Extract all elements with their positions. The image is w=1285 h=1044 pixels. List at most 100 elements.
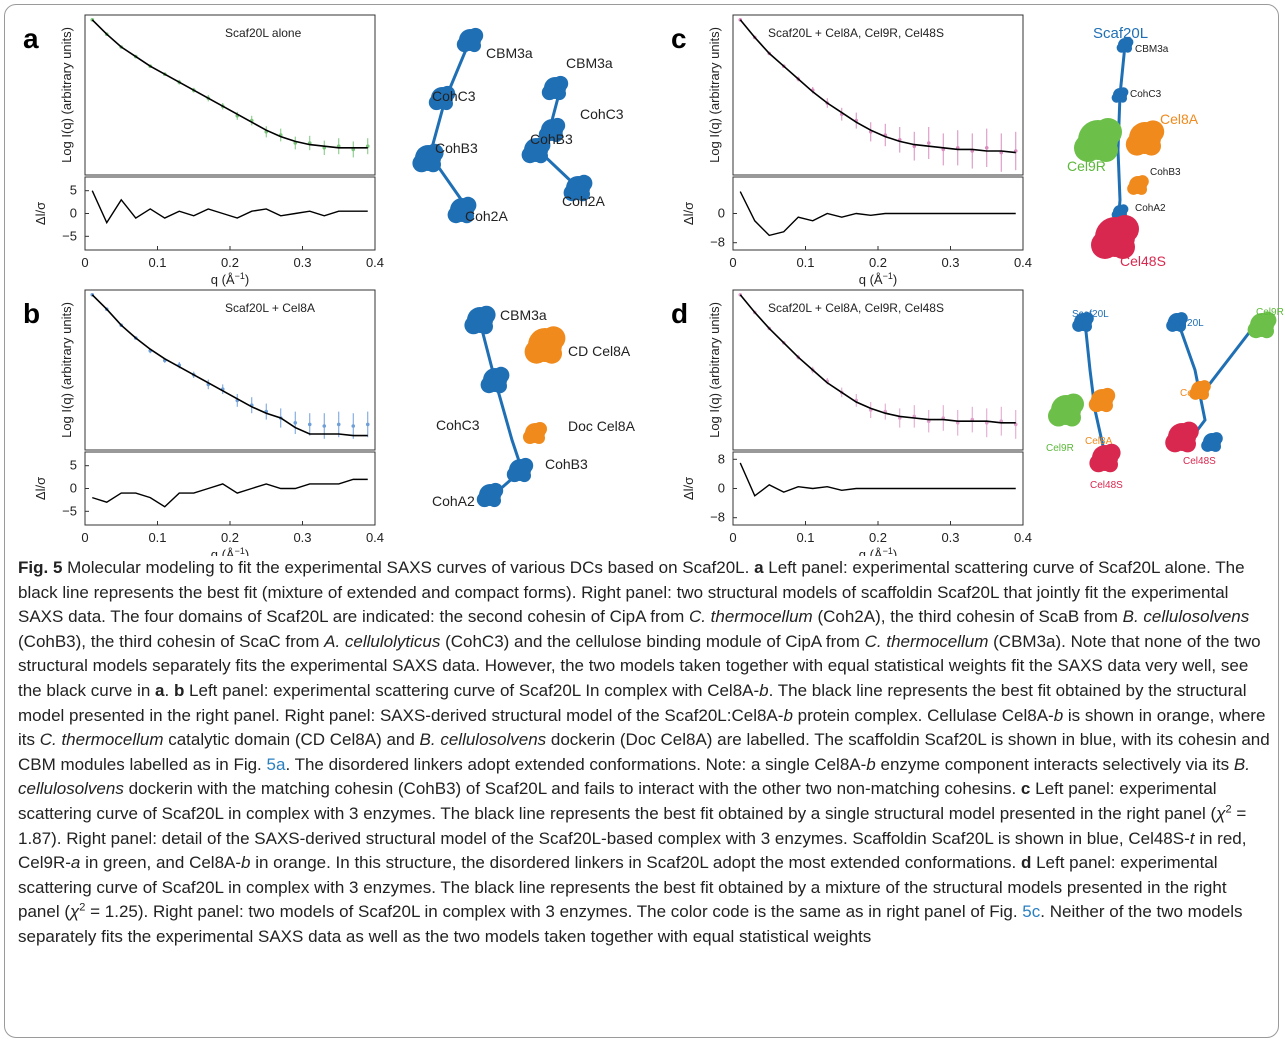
caption-text: b	[173, 680, 185, 700]
model-label: CBM3a	[500, 307, 547, 323]
protein-domain	[492, 366, 510, 384]
model-label: CohC3	[580, 106, 624, 122]
protein-domain	[1136, 184, 1147, 195]
fit-line	[91, 19, 368, 149]
figure-caption: Fig. 5 Molecular modeling to fit the exp…	[18, 556, 1270, 950]
protein-domain	[517, 468, 532, 483]
y-axis-label: Δl/σ	[681, 477, 696, 500]
protein-domain	[1081, 312, 1094, 325]
caption-text: (Coh2A), the third cohesin of ScaB from	[812, 607, 1123, 627]
protein-domain	[523, 430, 537, 444]
protein-domain	[1165, 432, 1185, 453]
fit-line	[91, 294, 368, 437]
protein-domain	[480, 376, 498, 394]
caption-text: Fig. 5	[18, 558, 63, 577]
caption-text: = 1.87). Right panel: detail of the SAXS…	[18, 803, 1247, 848]
caption-text: dockerin with the matching cohesin (CohB…	[123, 779, 1021, 799]
protein-domain	[487, 493, 501, 508]
y-tick-label: 0	[718, 481, 725, 496]
caption-text: protein complex. Cellulase Cel8A-	[792, 705, 1054, 725]
protein-domain	[1198, 380, 1211, 393]
protein-domain	[477, 305, 496, 324]
x-axis-label: q (Å−1)	[211, 546, 249, 556]
protein-domain	[1259, 311, 1277, 329]
caption-text: t	[1189, 828, 1195, 848]
protein-domain	[464, 316, 483, 335]
caption-text: catalytic domain (CD Cel8A) and	[163, 730, 420, 750]
protein-domain	[533, 422, 547, 436]
caption-text: a	[70, 853, 81, 873]
x-axis-label-part: )	[893, 272, 897, 287]
caption-text: B. cellulosolvens	[1122, 607, 1250, 627]
protein-domain	[476, 491, 493, 508]
x-axis-label: q (Å−1)	[859, 271, 897, 287]
protein-domain	[1189, 387, 1202, 400]
protein-domain	[1118, 94, 1128, 103]
x-tick-label: 0.1	[148, 530, 166, 545]
caption-text: . Neither of the two models separately f…	[18, 902, 1243, 946]
y-tick-label: −8	[710, 510, 725, 525]
x-axis-label-part: )	[893, 547, 897, 556]
caption-text: in green, and Cel8A-	[80, 853, 242, 873]
protein-domain	[517, 457, 534, 474]
protein-domain	[439, 96, 453, 111]
data-point	[365, 422, 370, 427]
protein-domain	[1247, 321, 1265, 339]
protein-domain	[1141, 120, 1165, 143]
caption-text: a	[155, 680, 165, 700]
caption-text: in red, Cel9R-	[18, 828, 1247, 873]
data-point	[322, 424, 327, 428]
model-label: Cel9R	[1256, 307, 1284, 318]
protein-domain	[1099, 398, 1113, 413]
protein-domain	[1118, 87, 1129, 98]
protein-domain	[1179, 435, 1196, 453]
protein-domain	[1179, 421, 1199, 442]
caption-text: C. thermocellum	[864, 631, 989, 651]
protein-domain	[425, 156, 442, 173]
linker	[428, 39, 472, 206]
x-axis-label-part: −1	[883, 546, 893, 556]
caption-text: 2	[1225, 803, 1232, 816]
y-axis-label: Δl/σ	[681, 202, 696, 225]
model-label: CohA2	[1135, 203, 1166, 214]
protein-domain	[521, 146, 539, 164]
x-axis-label: q (Å−1)	[211, 271, 249, 287]
model-label: CBM3a	[486, 45, 533, 61]
caption-text: B. cellulosolvens	[419, 730, 547, 750]
caption-text: b	[866, 754, 876, 774]
protein-domain	[533, 136, 551, 154]
protein-domain	[575, 186, 590, 202]
molecular-models	[412, 27, 1277, 508]
caption-text: b	[759, 680, 769, 700]
protein-domain	[428, 94, 445, 111]
residual-line	[91, 190, 368, 225]
model-label: Doc Cel8A	[568, 418, 636, 434]
caption-text: A. cellulolyticus	[324, 631, 441, 651]
protein-domain	[524, 339, 549, 364]
x-axis-label-part: )	[245, 547, 249, 556]
protein-domain	[1259, 323, 1275, 339]
residual-line	[92, 478, 368, 508]
caption-text: Left panel: experimental scattering curv…	[184, 680, 760, 700]
caption-text: (CohB3), the third cohesin of ScaC from	[18, 631, 325, 651]
model-label: CohB3	[435, 140, 478, 156]
x-tick-label: 0.2	[221, 530, 239, 545]
x-tick-label: 0.3	[941, 530, 959, 545]
protein-domain	[459, 196, 477, 214]
panel-title: Scaf20L alone	[225, 26, 302, 40]
protein-domain	[1111, 215, 1139, 243]
protein-domain	[1116, 42, 1127, 53]
panel-label: b	[23, 298, 40, 329]
x-axis-label-part: q (Å	[211, 272, 235, 287]
x-axis-label-part: q (Å	[859, 272, 883, 287]
protein-domain	[1201, 439, 1214, 452]
caption-text: b	[783, 705, 793, 725]
caption-text: d	[1020, 853, 1032, 873]
plot-frame	[732, 14, 1024, 176]
caption-text: dockerin (Doc Cel8A) are labelled. The s…	[18, 730, 1270, 774]
model-label: Cel48S	[1183, 456, 1216, 467]
protein-domain	[533, 148, 548, 164]
model-label: CohC3	[436, 417, 480, 433]
protein-domain	[549, 128, 564, 143]
model-label: Cel9R	[1067, 158, 1106, 174]
